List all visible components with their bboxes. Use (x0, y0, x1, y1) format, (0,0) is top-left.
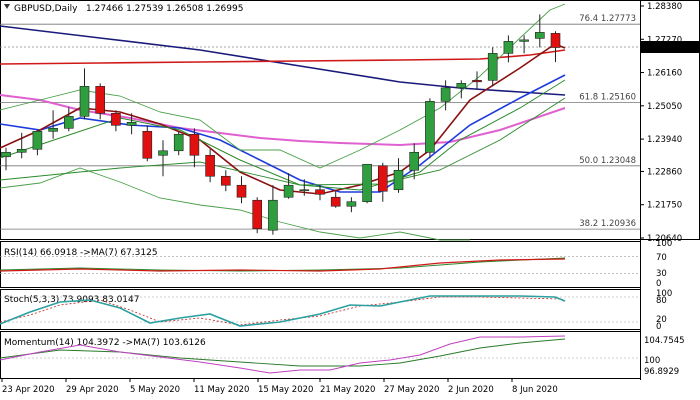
date-tick-label: 5 May 2020 (130, 385, 180, 395)
rsi-line (0, 258, 566, 272)
candle-body (32, 130, 43, 150)
ma-red-line (0, 49, 566, 65)
rsi-axis-label: 30 (656, 269, 667, 279)
momentum-ma-line (0, 338, 566, 367)
date-tick-label: 21 May 2020 (320, 385, 375, 395)
candle-body (362, 163, 372, 203)
stoch-axis-label: 0 (656, 322, 661, 332)
candle-body (126, 121, 137, 126)
candle-body (221, 175, 231, 186)
date-axis: 23 Apr 2020 29 Apr 2020 5 May 2020 11 May 2… (1, 378, 558, 395)
fib-label: 50.0 1.23048 (579, 156, 636, 166)
fib-label: 61.8 1.25160 (579, 93, 636, 103)
candle-body (283, 184, 294, 198)
price-tick-label: 1.20640 (647, 234, 682, 244)
rsi-axis-label: 0 (656, 279, 661, 289)
candle-body (158, 150, 168, 156)
date-tick-label: 29 Apr 2020 (66, 385, 119, 395)
band-lower-line (0, 167, 470, 241)
momentum-label: Momentum(14) 104.3972 ->MA(7) 103.6126 (4, 338, 206, 348)
candle-body (330, 196, 341, 207)
candle-body (64, 116, 74, 129)
candle-body (425, 101, 435, 153)
candle-body (472, 80, 482, 83)
candle-body (534, 32, 545, 39)
panel-frames (0, 0, 700, 380)
candle-body (550, 33, 561, 48)
candle-body (315, 189, 325, 195)
candle-body (377, 165, 388, 192)
price-tick-label: 1.28380 (647, 2, 682, 12)
symbol-label: GBPUSD,Daily (14, 4, 78, 14)
momentum-line (0, 335, 566, 374)
momentum-axis-label: 104.7545 (644, 336, 685, 346)
candle-body (236, 184, 247, 198)
price-tick-label: 1.23940 (647, 135, 682, 145)
candle-body (16, 148, 27, 153)
candlestick-series (1, 14, 561, 235)
current-price-label: 1.26995 (651, 44, 688, 54)
candle-body (503, 41, 514, 54)
ma-blue-line (0, 74, 566, 193)
rsi-panel: RSI(14) 66.0918 ->MA(7) 67.3125 100 70 300 (0, 239, 672, 289)
momentum-axis-label: 96.8929 (644, 367, 679, 377)
rsi-axis-label: 70 (656, 253, 667, 263)
candle-body (519, 39, 529, 42)
momentum-panel: Momentum(14) 104.3972 ->MA(7) 103.6126 1… (0, 335, 685, 377)
candle-body (1, 151, 11, 158)
date-tick-label: 27 May 2020 (384, 385, 439, 395)
candle-body (205, 154, 215, 177)
candle-body (409, 151, 420, 171)
candle-body (252, 199, 262, 230)
momentum-axis-label: 100 (644, 356, 660, 366)
candle-body (79, 86, 90, 117)
stoch-label: Stoch(5,3,3) 73.9093 83.0147 (4, 295, 139, 305)
price-tick-label: 1.27270 (647, 35, 682, 45)
fib-label: 76.4 1.27773 (579, 14, 636, 24)
stoch-axis-label: 80 (656, 296, 667, 306)
candle-body (173, 133, 184, 152)
rsi-axis-label: 100 (656, 239, 672, 249)
date-tick-label: 8 Jun 2020 (512, 385, 558, 395)
stoch-axis-label: 100 (656, 289, 672, 299)
stoch-axis-label: 20 (656, 315, 667, 325)
candle-body (111, 113, 121, 126)
candle-body (440, 87, 451, 102)
candle-body (268, 199, 278, 231)
collapse-triangle-icon[interactable] (4, 4, 10, 9)
candle-body (393, 169, 404, 191)
candle-body (346, 201, 357, 207)
candle-body (48, 127, 58, 132)
date-tick-label: 11 May 2020 (194, 385, 249, 395)
rsi-label: RSI(14) 66.0918 ->MA(7) 67.3125 (4, 248, 158, 258)
fib-label: 38.2 1.20936 (579, 219, 636, 229)
price-tick-label: 1.22860 (647, 167, 682, 177)
moving-averages (0, 3, 566, 241)
ma-navy-line (0, 25, 566, 96)
date-tick-label: 23 Apr 2020 (2, 385, 55, 395)
candle-body (142, 130, 153, 159)
candle-body (299, 189, 310, 192)
stoch-main-line (0, 295, 566, 327)
price-tick-label: 1.25050 (647, 102, 682, 112)
price-axis: 1.28380 1.27270 1.26160 1.25050 1.23940 1.228… (640, 2, 682, 244)
ohlc-label: 1.27466 1.27539 1.26508 1.26995 (86, 4, 243, 14)
candle-body (487, 53, 498, 81)
candle-body (456, 83, 467, 89)
date-tick-label: 15 May 2020 (258, 385, 313, 395)
date-tick-label: 2 Jun 2020 (448, 385, 494, 395)
chart-header: GBPUSD,Daily 1.27466 1.27539 1.26508 1.2… (4, 4, 243, 14)
candle-body (189, 133, 200, 156)
price-tick-label: 1.26160 (647, 69, 682, 79)
candle-body (95, 86, 105, 114)
current-price-marker: 1.26995 (641, 41, 699, 54)
ma-thin-green-line (0, 97, 566, 186)
stoch-signal-line (0, 296, 566, 326)
fibonacci-levels: 76.4 1.27773 61.8 1.25160 50.0 1.23048 38.2… (0, 14, 640, 230)
price-tick-label: 1.21750 (647, 201, 682, 211)
